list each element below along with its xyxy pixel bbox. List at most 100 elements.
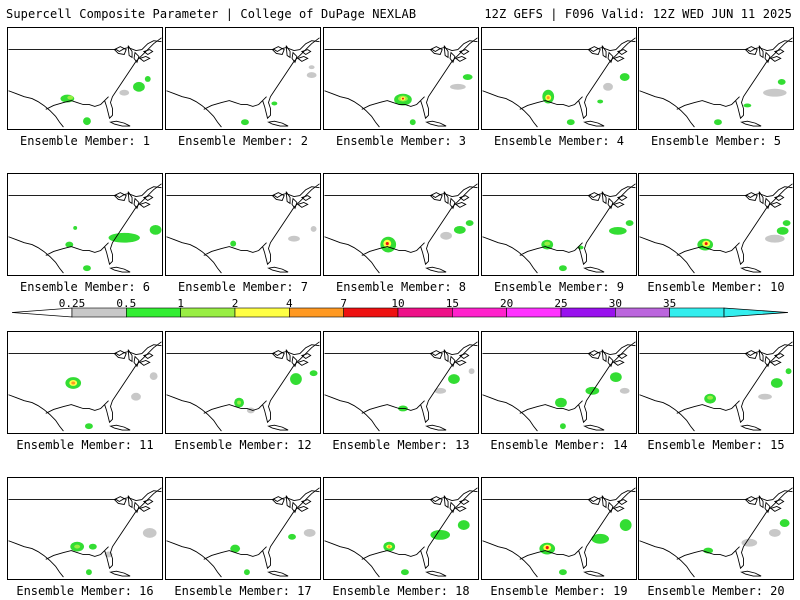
canada-border: [324, 186, 478, 199]
member-map-graphic: [482, 37, 636, 128]
scp-contour-green: [777, 78, 786, 85]
member-label: Ensemble Member: 14: [490, 438, 628, 452]
cuba-outline: [109, 266, 131, 273]
ensemble-member-panel: Ensemble Member: 8: [323, 173, 479, 295]
member-label: Ensemble Member: 19: [490, 584, 628, 598]
cuba-outline: [267, 120, 289, 127]
canada-border: [324, 40, 478, 53]
member-map-graphic: [166, 37, 320, 128]
scale-tick-label: 20: [500, 297, 514, 310]
scp-contour-low: [758, 393, 772, 400]
scp-contour-green: [230, 240, 237, 247]
color-scale-bar: [12, 297, 788, 321]
coastline: [482, 183, 636, 274]
great-lakes: [113, 349, 154, 368]
canada-border: [482, 344, 636, 357]
scp-contour-green: [230, 544, 241, 553]
ensemble-member-panel: Ensemble Member: 18: [323, 477, 479, 599]
member-map: [481, 27, 637, 130]
scp-contour-green: [462, 74, 473, 80]
scp-contour-green: [453, 225, 466, 234]
coastline: [8, 37, 162, 128]
member-map: [7, 331, 163, 434]
member-map-graphic: [8, 183, 162, 274]
ensemble-member-panel: Ensemble Member: 19: [481, 477, 637, 599]
scale-swatch: [560, 307, 616, 318]
scp-contour-green: [88, 543, 97, 550]
canada-border: [8, 490, 162, 503]
scp-contour-green: [776, 226, 789, 235]
scp-contour-green: [782, 220, 791, 226]
canada-border: [639, 490, 793, 503]
scale-swatch: [506, 307, 562, 318]
great-lakes: [587, 45, 628, 64]
scale-swatch: [397, 307, 453, 318]
ensemble-member-panel: Ensemble Member: 14: [481, 331, 637, 453]
scp-contour-green: [743, 103, 752, 108]
scp-contour-low: [288, 235, 300, 242]
ensemble-member-panel: Ensemble Member: 9: [481, 173, 637, 295]
member-map-graphic: [8, 341, 162, 432]
scp-contour-lightgreen: [544, 241, 551, 246]
member-label: Ensemble Member: 15: [647, 438, 785, 452]
scp-contour-red: [704, 242, 708, 246]
great-lakes: [271, 349, 312, 368]
cuba-outline: [267, 570, 289, 577]
member-label: Ensemble Member: 18: [332, 584, 470, 598]
scp-contour-green: [409, 119, 416, 126]
scp-contour-lightgreen: [74, 544, 81, 549]
coastline: [482, 37, 636, 128]
scp-contour-green: [144, 76, 151, 82]
scale-tick-label: 0.25: [58, 297, 86, 310]
scp-contour-green: [73, 225, 78, 230]
scale-swatch: [180, 307, 236, 318]
scale-swatch: [234, 307, 290, 318]
scale-swatch: [343, 307, 399, 318]
scale-tick-label: 30: [608, 297, 622, 310]
coastline: [324, 183, 478, 274]
scp-contour-green: [149, 224, 162, 235]
member-map-graphic: [8, 487, 162, 578]
scp-contour-green: [309, 370, 318, 377]
member-map-graphic: [166, 341, 320, 432]
member-label: Ensemble Member: 2: [177, 134, 309, 148]
member-map: [323, 331, 479, 434]
scp-contour-green: [591, 533, 610, 544]
canada-border: [482, 40, 636, 53]
scp-contour-green: [430, 529, 451, 540]
member-map: [638, 27, 794, 130]
cuba-outline: [425, 570, 447, 577]
coastline: [324, 341, 478, 432]
member-map: [481, 173, 637, 276]
coastline: [166, 183, 320, 274]
ensemble-member-panel: Ensemble Member: 5: [638, 27, 794, 149]
canada-border: [166, 344, 320, 357]
coastline: [166, 37, 320, 128]
member-map: [165, 331, 321, 434]
ensemble-member-panel: Ensemble Member: 6: [7, 173, 163, 295]
coastline: [8, 487, 162, 578]
member-map-graphic: [324, 487, 478, 578]
member-label: Ensemble Member: 17: [174, 584, 312, 598]
ensemble-member-panel: Ensemble Member: 1: [7, 27, 163, 149]
scale-swatch: [289, 307, 344, 318]
scp-contour-green: [65, 241, 74, 248]
scp-contour-green: [559, 423, 566, 430]
member-map: [7, 27, 163, 130]
cuba-outline: [109, 570, 131, 577]
coastline: [482, 341, 636, 432]
scp-contour-red: [545, 546, 549, 550]
scp-contour-low: [603, 82, 613, 91]
great-lakes: [587, 495, 628, 514]
member-map-graphic: [8, 37, 162, 128]
scp-contour-low: [303, 528, 316, 537]
member-map-graphic: [324, 341, 478, 432]
canada-border: [639, 40, 793, 53]
cuba-outline: [583, 266, 605, 273]
great-lakes: [744, 349, 785, 368]
ensemble-member-panel: Ensemble Member: 7: [165, 173, 321, 295]
scale-tick-label: 10: [391, 297, 405, 310]
scp-contour-orange: [387, 545, 391, 548]
cuba-outline: [740, 424, 762, 431]
scale-arrow-high: [723, 307, 788, 318]
